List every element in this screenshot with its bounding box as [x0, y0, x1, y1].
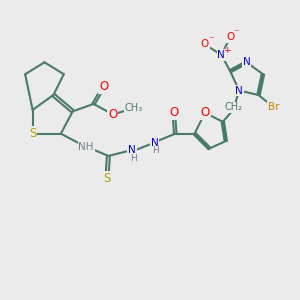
Text: CH₃: CH₃ [124, 103, 143, 113]
Text: ⁻: ⁻ [233, 28, 239, 38]
Text: Br: Br [268, 102, 279, 112]
Text: N: N [128, 145, 136, 155]
Text: O: O [169, 106, 178, 119]
Text: N: N [243, 57, 250, 67]
Text: O: O [226, 32, 234, 42]
Text: ⁻: ⁻ [208, 35, 214, 45]
Text: N: N [151, 138, 158, 148]
Text: H: H [130, 154, 137, 163]
Text: O: O [200, 106, 210, 119]
Text: O: O [99, 80, 109, 93]
Text: O: O [201, 40, 209, 50]
Text: NH: NH [78, 142, 94, 152]
Text: +: + [224, 46, 231, 55]
Text: CH₂: CH₂ [224, 103, 242, 112]
Text: S: S [29, 127, 36, 140]
Text: O: O [108, 108, 118, 121]
Text: S: S [103, 172, 111, 185]
Text: H: H [153, 146, 159, 155]
Text: N: N [235, 85, 243, 96]
Text: N: N [218, 50, 225, 60]
